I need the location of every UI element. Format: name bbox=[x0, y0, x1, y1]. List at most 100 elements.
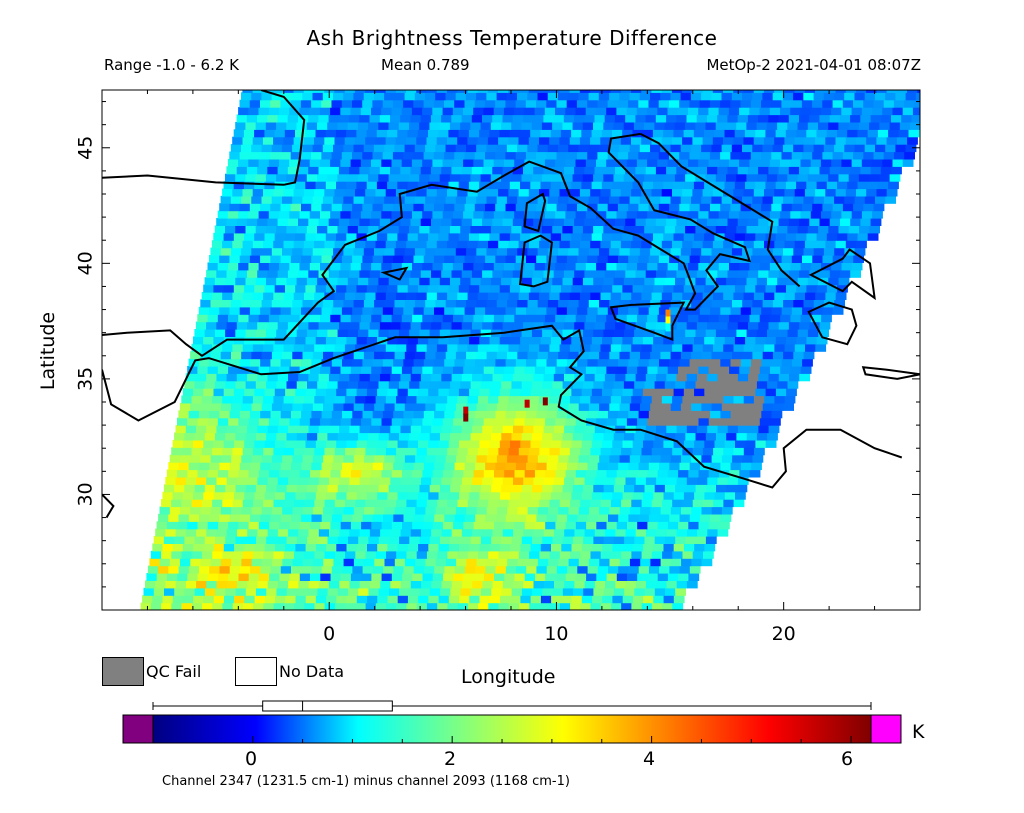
heatmap-cell bbox=[166, 573, 178, 581]
heatmap-cell bbox=[609, 402, 621, 411]
heatmap-cell bbox=[421, 528, 432, 537]
heatmap-cell bbox=[219, 203, 230, 212]
heatmap-cell bbox=[755, 336, 767, 345]
heatmap-cell bbox=[657, 521, 669, 530]
heatmap-cell bbox=[374, 558, 386, 567]
heatmap-cell bbox=[853, 99, 864, 108]
heatmap-cell bbox=[877, 181, 889, 190]
heatmap-cell bbox=[363, 195, 375, 204]
heatmap-cell bbox=[629, 195, 641, 204]
heatmap-cell bbox=[356, 284, 368, 293]
heatmap-cell bbox=[377, 388, 388, 397]
hotspot-cell bbox=[463, 413, 469, 422]
heatmap-cell bbox=[648, 151, 660, 160]
heatmap-cell bbox=[282, 351, 293, 360]
heatmap-cell bbox=[288, 528, 299, 537]
heatmap-cell bbox=[604, 373, 616, 382]
heatmap-cell bbox=[475, 462, 486, 471]
heatmap-cell bbox=[431, 425, 442, 434]
heatmap-cell bbox=[715, 173, 727, 182]
heatmap-cell bbox=[407, 439, 419, 448]
heatmap-cell bbox=[875, 144, 886, 153]
heatmap-cell bbox=[371, 107, 382, 116]
heatmap-cell bbox=[617, 151, 629, 160]
heatmap-cell bbox=[436, 136, 448, 145]
heatmap-cell bbox=[922, 115, 933, 123]
heatmap-cell bbox=[207, 521, 219, 530]
heatmap-cell bbox=[581, 439, 593, 448]
heatmap-cell bbox=[324, 550, 336, 559]
heatmap-cell bbox=[305, 439, 317, 448]
heatmap-cell bbox=[457, 447, 469, 456]
heatmap-cell bbox=[310, 469, 321, 478]
heatmap-cell bbox=[311, 565, 323, 574]
heatmap-cell bbox=[736, 225, 748, 234]
heatmap-cell bbox=[581, 595, 593, 604]
heatmap-cell bbox=[788, 321, 800, 330]
heatmap-cell bbox=[593, 587, 605, 596]
heatmap-cell bbox=[406, 240, 417, 249]
heatmap-cell bbox=[775, 129, 787, 138]
heatmap-cell bbox=[807, 225, 819, 234]
heatmap-cell bbox=[463, 521, 475, 530]
heatmap-cell bbox=[692, 343, 704, 352]
heatmap-cell bbox=[321, 513, 333, 522]
heatmap-cell bbox=[502, 166, 514, 175]
heatmap-cell bbox=[273, 395, 285, 404]
heatmap-cell bbox=[331, 410, 343, 419]
heatmap-cell bbox=[416, 343, 428, 352]
heatmap-cell bbox=[234, 439, 245, 448]
heatmap-cell bbox=[312, 402, 324, 411]
heatmap-cell bbox=[166, 521, 178, 530]
heatmap-cell bbox=[251, 454, 263, 463]
heatmap-cell bbox=[499, 232, 511, 241]
heatmap-cell bbox=[295, 439, 307, 448]
heatmap-cell bbox=[276, 380, 288, 389]
heatmap-cell bbox=[187, 573, 199, 581]
heatmap-cell bbox=[803, 144, 815, 153]
heatmap-cell bbox=[225, 536, 237, 544]
heatmap-cell bbox=[489, 232, 501, 241]
heatmap-cell bbox=[558, 195, 569, 204]
heatmap-cell bbox=[435, 558, 447, 567]
heatmap-cell bbox=[245, 432, 257, 441]
heatmap-cell bbox=[783, 351, 794, 360]
heatmap-cell bbox=[425, 247, 436, 256]
heatmap-cell bbox=[460, 225, 471, 234]
heatmap-cell bbox=[676, 114, 688, 123]
heatmap-cell bbox=[469, 336, 480, 345]
heatmap-cell bbox=[717, 476, 729, 485]
heatmap-cell bbox=[283, 188, 295, 197]
heatmap-cell bbox=[844, 92, 855, 101]
heatmap-cell bbox=[422, 210, 433, 219]
heatmap-cell bbox=[293, 447, 305, 456]
heatmap-cell bbox=[751, 410, 762, 419]
heatmap-cell bbox=[499, 284, 511, 293]
heatmap-cell bbox=[382, 151, 394, 160]
heatmap-cell bbox=[647, 573, 659, 581]
heatmap-cell bbox=[312, 506, 324, 515]
heatmap-cell bbox=[563, 166, 575, 175]
heatmap-cell bbox=[577, 513, 589, 522]
heatmap-cell bbox=[582, 173, 594, 182]
heatmap-cell bbox=[369, 166, 381, 175]
heatmap-cell bbox=[432, 521, 444, 530]
heatmap-cell bbox=[422, 521, 434, 530]
heatmap-cell bbox=[258, 573, 270, 581]
heatmap-cell bbox=[545, 573, 556, 581]
heatmap-cell bbox=[699, 358, 711, 367]
heatmap-cell bbox=[403, 151, 414, 160]
heatmap-cell bbox=[647, 314, 658, 323]
heatmap-cell bbox=[599, 506, 610, 515]
heatmap-cell bbox=[696, 269, 708, 278]
heatmap-cell bbox=[150, 602, 162, 610]
heatmap-cell bbox=[204, 536, 216, 544]
heatmap-cell bbox=[489, 181, 501, 190]
heatmap-cell bbox=[343, 351, 355, 360]
heatmap-cell bbox=[774, 188, 785, 197]
heatmap-cell bbox=[602, 543, 613, 552]
heatmap-cell bbox=[397, 595, 409, 604]
heatmap-cell bbox=[529, 602, 540, 610]
heatmap-cell bbox=[401, 210, 413, 219]
heatmap-cell bbox=[458, 388, 470, 397]
